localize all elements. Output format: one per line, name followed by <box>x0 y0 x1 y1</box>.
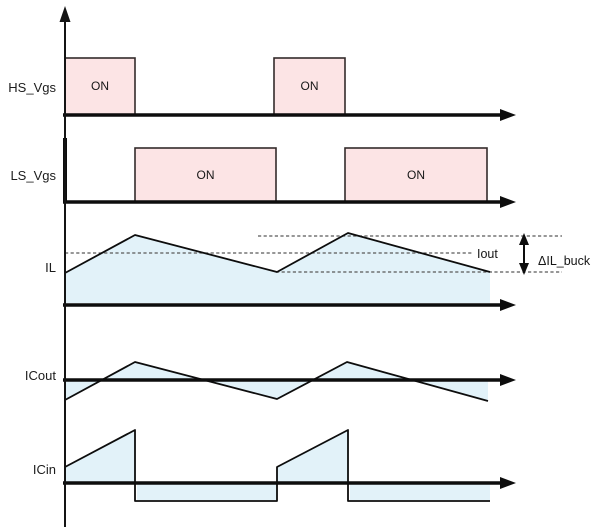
vertical-axis-arrow-icon <box>59 6 71 22</box>
ls-on-label-1: ON <box>196 168 215 182</box>
signal-label-icin: ICin <box>32 462 56 477</box>
icin-current-trace <box>64 429 490 502</box>
hs-on-pulse-2 <box>273 57 346 116</box>
hs-on-label-1: ON <box>91 79 109 93</box>
icin-negative-fill-2 <box>350 483 490 500</box>
ripple-arrow-up-icon <box>519 233 529 245</box>
icout-axis-arrow-icon <box>500 374 516 386</box>
icout-current-trace <box>64 361 489 402</box>
icout-waveform <box>63 361 516 402</box>
hs-on-label-2: ON <box>300 79 319 93</box>
ls-on-pulse-1 <box>134 147 277 203</box>
signal-label-icout: ICout <box>24 368 56 383</box>
signal-label-hs-vgs: HS_Vgs <box>8 80 56 95</box>
hs-vgs-waveform <box>63 57 516 121</box>
icin-negative-fill-1 <box>137 483 277 500</box>
signal-label-il: IL <box>45 260 56 275</box>
il-current-trace <box>64 232 491 274</box>
vertical-axis <box>59 6 71 527</box>
icin-positive-fill-2 <box>277 430 348 483</box>
il-waveform <box>63 232 562 311</box>
icin-axis-arrow-icon <box>500 477 516 489</box>
ls-on-label-2: ON <box>407 168 425 182</box>
hs-axis-arrow-icon <box>500 109 516 121</box>
icin-waveform <box>63 429 516 502</box>
ripple-arrow-down-icon <box>519 263 529 275</box>
il-axis-arrow-icon <box>500 299 516 311</box>
icin-positive-fill-1 <box>65 430 135 483</box>
ripple-annotation-label: ΔIL_buck <box>538 254 591 268</box>
signal-label-ls-vgs: LS_Vgs <box>10 168 56 183</box>
iout-annotation-label: Iout <box>477 247 498 261</box>
il-current-fill <box>65 233 490 303</box>
ls-axis-arrow-icon <box>500 196 516 208</box>
